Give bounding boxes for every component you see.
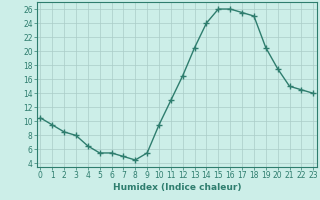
X-axis label: Humidex (Indice chaleur): Humidex (Indice chaleur) xyxy=(113,183,241,192)
